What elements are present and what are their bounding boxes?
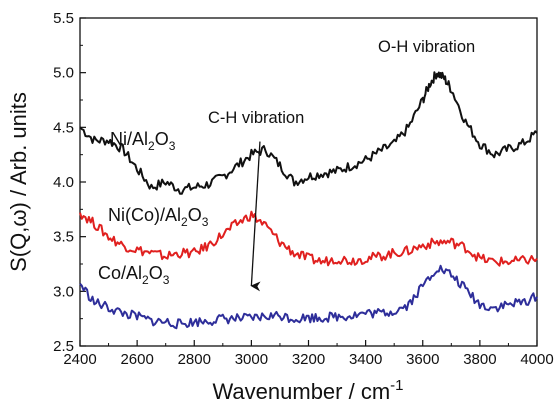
- series-lines: [79, 71, 538, 330]
- series-label-co: Co/Al2O3: [98, 263, 170, 287]
- x-tick-label: 3800: [463, 351, 496, 368]
- y-tick-label: 4.5: [53, 119, 74, 136]
- series-label-ni: Ni/Al2O3: [110, 129, 176, 153]
- y-tick-label: 3.0: [53, 283, 74, 300]
- y-axis: 2.5 3.0 3.5 4.0 4.5 5.0 5.5: [53, 10, 86, 355]
- x-tick-label: 3000: [235, 351, 268, 368]
- annotation-ch-vibration: C-H vibration: [208, 109, 304, 127]
- x-tick-label: 2400: [63, 351, 96, 368]
- y-tick-label: 5.0: [53, 65, 74, 82]
- plot-frame: [79, 17, 538, 347]
- y-tick-label: 3.5: [53, 229, 74, 246]
- x-tick-label: 4000: [520, 351, 553, 368]
- x-tick-label: 3400: [349, 351, 382, 368]
- x-tick-label: 3200: [292, 351, 325, 368]
- series-label-nico: Ni(Co)/Al2O3: [108, 205, 209, 229]
- arrow-line: [250, 141, 261, 292]
- x-tick-label: 2800: [178, 351, 211, 368]
- annotation-oh-vibration: O-H vibration: [378, 38, 475, 56]
- x-tick-label: 3600: [406, 351, 439, 368]
- ch-arrow: [250, 141, 261, 292]
- x-axis: 2400 2600 2800 3000 3200 3400 3600 3800 4000: [63, 340, 554, 368]
- y-tick-label: 2.5: [53, 338, 74, 355]
- y-tick-label: 4.0: [53, 174, 74, 191]
- y-axis-title: S(Q,ω) / Arb. units: [6, 92, 31, 272]
- series-line-3: [79, 264, 538, 330]
- series-line-1: [79, 71, 538, 195]
- y-tick-label: 5.5: [53, 10, 74, 27]
- x-tick-label: 2600: [120, 351, 153, 368]
- series-line-2: [79, 210, 538, 267]
- x-axis-title: Wavenumber / cm-1: [212, 377, 403, 404]
